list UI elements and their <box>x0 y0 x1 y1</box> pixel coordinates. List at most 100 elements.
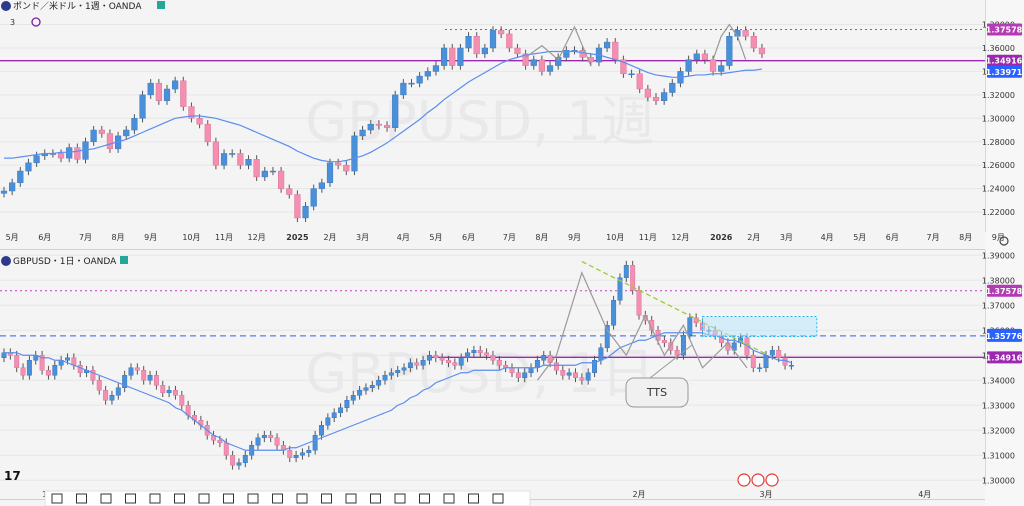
pointer-icon[interactable] <box>51 493 63 504</box>
candle-up <box>408 82 415 85</box>
pencil-icon[interactable] <box>223 493 234 504</box>
candle-up <box>426 355 432 361</box>
indicator-toggle-icon[interactable] <box>31 17 41 27</box>
long-position-icon[interactable] <box>370 493 381 504</box>
candle-up <box>367 123 374 131</box>
us-flag-event-icon[interactable] <box>751 473 765 487</box>
price-label: 1.37578 <box>986 25 1023 34</box>
candle-up <box>109 395 115 401</box>
arrow-icon[interactable] <box>296 493 308 504</box>
crosshair-icon[interactable] <box>100 493 112 504</box>
candle-down <box>230 455 236 466</box>
candle-up <box>432 65 440 72</box>
candle-down <box>286 188 293 195</box>
x-tick-label: 9月 <box>992 233 1005 242</box>
callout-pointer <box>649 344 693 379</box>
short-position-icon[interactable] <box>394 493 406 504</box>
candle-up <box>0 190 8 194</box>
toolbar-background <box>44 490 531 506</box>
candle-down <box>758 47 766 55</box>
y-tick-label: 1.30000 <box>982 476 1015 485</box>
candle-up <box>166 390 172 393</box>
brush-icon[interactable] <box>198 493 210 504</box>
candle-down <box>522 53 529 66</box>
x-tick-label: 3月 <box>356 233 369 242</box>
candle-up <box>528 367 534 373</box>
candle-down <box>636 73 643 90</box>
candle-down <box>188 106 195 119</box>
text-icon[interactable] <box>468 493 479 504</box>
candle-down <box>439 357 445 361</box>
anchor-icon[interactable] <box>492 493 504 504</box>
candle-up <box>617 277 623 301</box>
zigzag-icon[interactable] <box>125 493 136 504</box>
candle-down <box>155 82 162 101</box>
settings-gear-icon[interactable] <box>999 236 1009 246</box>
candle-down <box>277 170 285 189</box>
y-tick-label: 1.34000 <box>982 376 1015 385</box>
price-label: 1.35776 <box>986 332 1023 341</box>
candle-up <box>369 385 375 388</box>
candle-up <box>604 325 610 348</box>
date-range-icon[interactable] <box>443 493 455 504</box>
marker-icon[interactable] <box>247 493 259 504</box>
x-tick-label: 12月 <box>248 233 266 242</box>
candle-down <box>579 377 585 381</box>
x-tick-label: 4月 <box>821 233 834 242</box>
candle-up <box>52 365 58 376</box>
candle-down <box>103 390 109 401</box>
candle-up <box>669 82 676 93</box>
candle-up <box>331 412 337 418</box>
candle-down <box>172 390 178 396</box>
rectangle-icon[interactable] <box>76 493 87 504</box>
bracket-icon[interactable] <box>149 493 161 504</box>
ruler-icon[interactable] <box>272 493 283 504</box>
candle-down <box>74 147 81 160</box>
candle-down <box>449 47 456 66</box>
candle-up <box>325 417 331 426</box>
candle-up <box>530 59 537 66</box>
candle-down <box>498 30 505 35</box>
x-tick-label: 11月 <box>639 233 657 242</box>
candle-up <box>318 182 325 189</box>
candle-down <box>106 133 114 150</box>
candle-up <box>481 47 488 55</box>
hline-icon[interactable] <box>174 493 185 504</box>
shapes-icon[interactable] <box>321 493 332 504</box>
measure-icon[interactable] <box>345 493 357 504</box>
candle-up <box>546 65 554 72</box>
candle-down <box>294 194 301 219</box>
candle-down <box>477 350 483 353</box>
price-label-tag <box>987 284 1022 297</box>
moving-average-line <box>4 332 792 451</box>
candle-up <box>726 36 733 66</box>
price-label: 1.34916 <box>986 353 1023 362</box>
candle-down <box>709 59 717 72</box>
tts-callout-text: TTS <box>646 386 667 399</box>
y-tick-label: 1.36000 <box>982 44 1015 53</box>
tts-callout <box>625 377 689 408</box>
candle-up <box>541 355 547 361</box>
x-tick-label: 2月 <box>747 233 760 242</box>
candle-up <box>242 455 248 463</box>
candle-up <box>1 352 7 358</box>
candle-up <box>25 162 32 172</box>
candle-down <box>134 367 140 371</box>
candle-up <box>392 94 399 128</box>
candle-up <box>115 387 121 396</box>
price-range-icon[interactable] <box>419 493 430 504</box>
x-tick-label: 3月 <box>780 233 793 242</box>
us-flag-event-icon[interactable] <box>737 473 751 487</box>
candle-up <box>563 50 570 58</box>
candle-up <box>359 129 366 137</box>
candle-up <box>598 347 604 361</box>
candle-down <box>237 153 244 166</box>
candle-up <box>344 400 350 408</box>
candle-up <box>522 372 528 378</box>
candle-up <box>680 335 686 356</box>
candle-down <box>490 355 496 361</box>
candle-up <box>139 94 146 119</box>
candle-up <box>147 375 153 381</box>
us-flag-event-icon[interactable] <box>765 473 779 487</box>
candle-up <box>566 372 572 376</box>
